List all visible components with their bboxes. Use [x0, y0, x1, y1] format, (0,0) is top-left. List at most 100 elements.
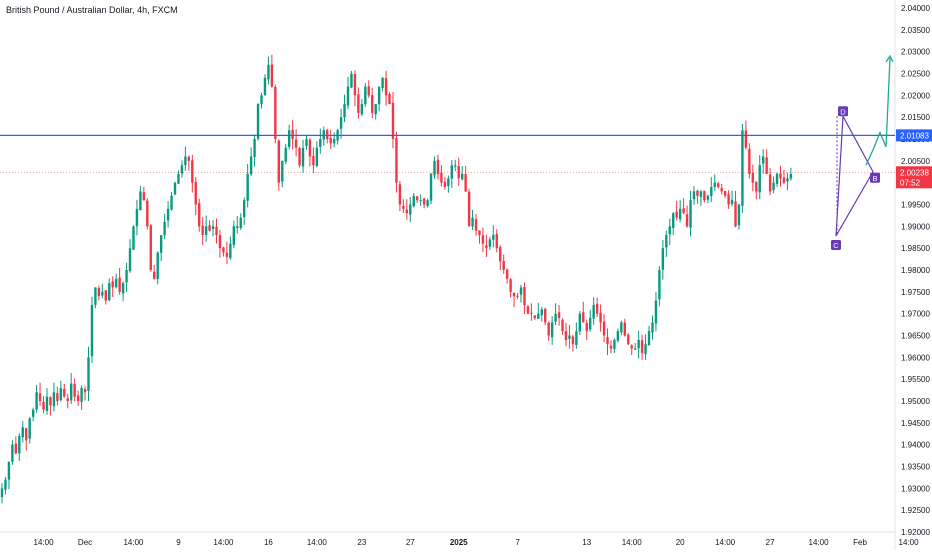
candle-body [312, 156, 315, 166]
candle-body [52, 392, 56, 407]
candle-body [488, 239, 492, 247]
candle-body [281, 160, 284, 182]
candle-body [412, 195, 415, 207]
x-tick-label: 27 [766, 538, 775, 547]
candle-body [87, 357, 90, 392]
y-tick-label: 2.02500 [901, 70, 930, 79]
candle-body [31, 409, 35, 417]
candle-body [755, 181, 758, 192]
candle-body [135, 208, 139, 227]
candle-body [547, 322, 550, 336]
candle-body [232, 226, 236, 245]
pattern-line-cb [835, 171, 874, 237]
candle-body [696, 190, 699, 196]
candle-body [416, 196, 419, 201]
candle-body [142, 192, 146, 201]
candle-body [201, 225, 204, 236]
candle-body [70, 383, 73, 401]
candle-body [447, 178, 450, 187]
candle-body [104, 290, 107, 301]
candle-body [346, 86, 350, 106]
pattern-point-d-bg [838, 106, 848, 117]
candle-body [191, 160, 194, 183]
candle-body [744, 130, 748, 148]
candle-body [350, 73, 353, 88]
candle-body [689, 200, 692, 228]
candle-body [274, 86, 277, 139]
candle-body [526, 306, 530, 314]
candle-body [762, 156, 765, 164]
candle-body [225, 252, 229, 257]
candle-body [125, 270, 128, 283]
candle-body [582, 312, 585, 323]
candle-body [239, 217, 242, 228]
candle-body [512, 292, 516, 297]
candle-body [436, 159, 440, 174]
candle-body [14, 443, 18, 454]
candle-body [575, 331, 578, 345]
candle-body [654, 300, 658, 324]
pattern-line-db [842, 116, 874, 173]
y-tick-label: 1.96000 [901, 353, 930, 362]
candle-body [326, 130, 329, 139]
x-tick-label: Dec [78, 538, 92, 547]
x-tick-label: 2025 [450, 538, 468, 547]
candle-body [440, 172, 443, 183]
candle-body [28, 418, 31, 439]
candle-body [35, 392, 38, 410]
candle-body [758, 165, 761, 193]
candle-body [391, 102, 395, 139]
candle-body [502, 261, 505, 270]
candle-body [658, 270, 661, 300]
level-label: 2.01083 [900, 131, 929, 140]
x-tick-label: 7 [515, 538, 520, 547]
y-tick-label: 2.01500 [901, 113, 930, 122]
candle-body [568, 335, 571, 339]
candle-body [557, 312, 561, 319]
candle-body [419, 200, 422, 202]
candle-body [405, 209, 409, 214]
candle-body [208, 225, 211, 231]
candle-body [644, 344, 647, 355]
y-tick-label: 2.03000 [901, 48, 930, 57]
candle-body [454, 165, 457, 167]
candle-body [260, 95, 263, 105]
candle-body [343, 104, 346, 118]
candle-body [775, 173, 779, 184]
candle-body [457, 166, 460, 179]
candle-body [492, 235, 495, 240]
chart-title: British Pound / Australian Dollar, 4h, F… [6, 5, 178, 15]
candle-body [402, 206, 405, 209]
candle-body [751, 172, 755, 183]
candle-body [561, 319, 564, 332]
pattern-point-b: B [872, 174, 877, 183]
candle-body [246, 173, 249, 201]
y-tick-label: 1.98500 [901, 244, 930, 253]
candle-body [433, 160, 436, 176]
candle-body [277, 140, 280, 183]
y-tick-label: 1.95500 [901, 375, 930, 384]
candle-body [485, 245, 488, 249]
candle-body [364, 86, 367, 105]
candle-body [73, 383, 76, 397]
candle-body [256, 104, 260, 139]
x-tick-label: 23 [357, 538, 366, 547]
candle-body [578, 313, 582, 332]
candle-body [409, 204, 412, 215]
x-tick-label: 20 [676, 538, 685, 547]
candle-body [146, 200, 149, 227]
pattern-line-dc [835, 116, 844, 236]
candle-body [132, 226, 135, 250]
candle-body [592, 304, 595, 319]
candle-body [730, 200, 734, 204]
candle-body [627, 334, 630, 345]
candle-body [474, 219, 478, 231]
candle-body [159, 235, 163, 253]
candle-body [450, 165, 453, 179]
candle-body [460, 173, 464, 180]
candle-body [253, 139, 256, 158]
candle-body [381, 77, 384, 88]
candle-body [633, 348, 637, 350]
